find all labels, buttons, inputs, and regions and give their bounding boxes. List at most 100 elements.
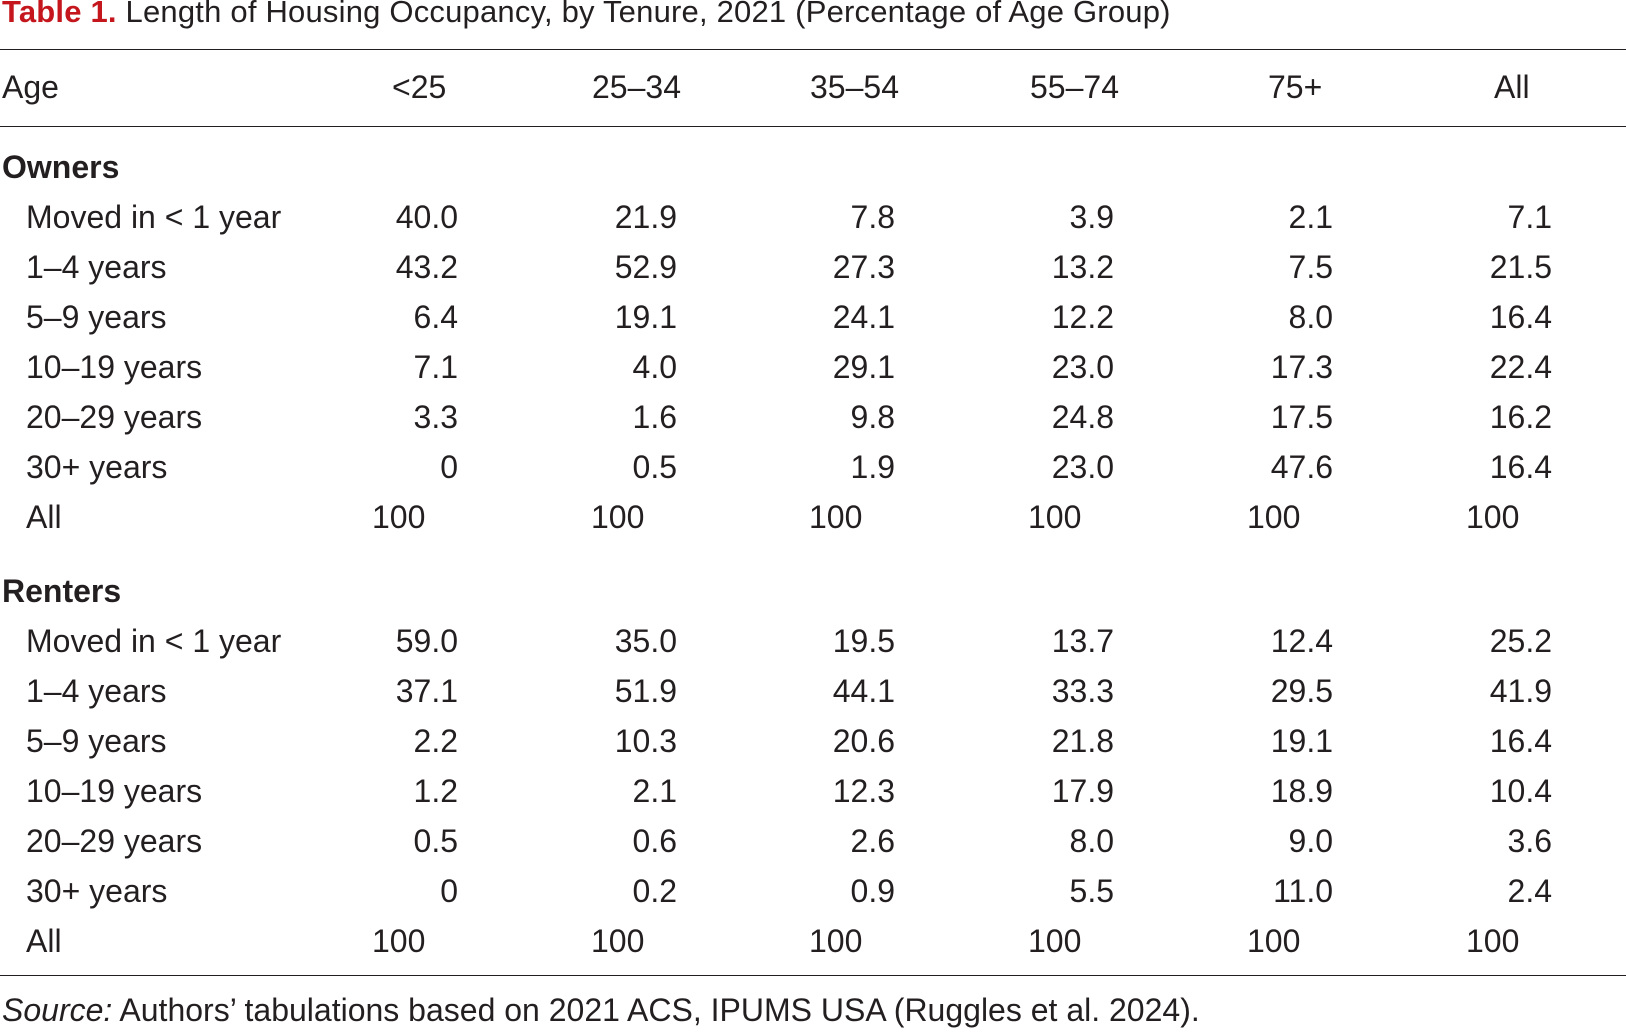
table-cell: 18.9 <box>1270 773 1333 809</box>
table-cell: 16.4 <box>1489 449 1552 485</box>
table-cell: 23.0 <box>1051 449 1114 485</box>
table-cell: 0.6 <box>632 823 677 859</box>
table-cell: 1.2 <box>413 773 458 809</box>
row-label: 20–29 years <box>26 399 203 435</box>
table-cell: 19.1 <box>614 299 677 335</box>
table-cell: 21.9 <box>614 199 677 235</box>
table-cell: 27.3 <box>832 249 895 285</box>
table-cell: 9.8 <box>850 399 895 435</box>
table-cell: 3.6 <box>1507 823 1552 859</box>
table-cell: 19.1 <box>1270 723 1333 759</box>
table-cell: 43.2 <box>395 249 458 285</box>
source-note: Source: Authors’ tabulations based on 20… <box>2 990 1200 1030</box>
table-cell-total: 100 <box>591 923 645 959</box>
bottom-rule <box>0 975 1626 976</box>
row-label: 5–9 years <box>26 723 167 759</box>
table-cell: 20.6 <box>832 723 895 759</box>
table-cell: 41.9 <box>1489 673 1552 709</box>
table-cell-total: 100 <box>1466 499 1520 535</box>
table-cell: 2.4 <box>1507 873 1552 909</box>
table-cell: 0.5 <box>632 449 677 485</box>
table-cell: 29.1 <box>832 349 895 385</box>
table-cell: 7.1 <box>1507 199 1552 235</box>
table-cell: 1.9 <box>850 449 895 485</box>
table-cell: 23.0 <box>1051 349 1114 385</box>
table-cell: 33.3 <box>1051 673 1114 709</box>
table-cell-total: 100 <box>372 499 426 535</box>
table-cell: 47.6 <box>1270 449 1333 485</box>
table-cell: 10.4 <box>1489 773 1552 809</box>
table-cell: 1.6 <box>632 399 677 435</box>
table-cell-total: 100 <box>1247 499 1301 535</box>
row-label: 10–19 years <box>26 773 203 809</box>
header-col-under-25: <25 <box>392 69 447 105</box>
table-cell-total: 100 <box>1247 923 1301 959</box>
table-cell: 12.2 <box>1051 299 1114 335</box>
section-heading-renters: Renters <box>2 573 122 609</box>
table-cell: 3.9 <box>1069 199 1114 235</box>
row-label: 1–4 years <box>26 249 167 285</box>
table-cell: 3.3 <box>413 399 458 435</box>
table-cell: 7.1 <box>413 349 458 385</box>
top-rule <box>0 49 1626 50</box>
source-label: Source: <box>2 992 113 1028</box>
table-cell: 24.8 <box>1051 399 1114 435</box>
table-cell: 5.5 <box>1069 873 1114 909</box>
table-cell: 37.1 <box>395 673 458 709</box>
table-cell: 12.3 <box>832 773 895 809</box>
header-rule <box>0 126 1626 127</box>
table-cell: 2.2 <box>413 723 458 759</box>
table-cell: 19.5 <box>832 623 895 659</box>
section-heading-owners: Owners <box>2 149 120 185</box>
table-cell: 51.9 <box>614 673 677 709</box>
row-label: 30+ years <box>26 449 168 485</box>
table-cell: 0 <box>440 873 458 909</box>
table-cell-total: 100 <box>809 923 863 959</box>
table-cell: 21.5 <box>1489 249 1552 285</box>
row-label-total: All <box>26 499 62 535</box>
table-cell: 40.0 <box>395 199 458 235</box>
table-cell: 11.0 <box>1273 873 1333 909</box>
table-cell: 9.0 <box>1288 823 1333 859</box>
table-number-label: Table 1. <box>2 0 117 29</box>
row-label: 30+ years <box>26 873 168 909</box>
table-cell-total: 100 <box>591 499 645 535</box>
table-cell: 44.1 <box>832 673 895 709</box>
header-col-all: All <box>1494 69 1530 105</box>
table-cell: 13.2 <box>1051 249 1114 285</box>
table-cell: 0.5 <box>413 823 458 859</box>
row-label-total: All <box>26 923 62 959</box>
table-title: Table 1. Length of Housing Occupancy, by… <box>2 0 1171 30</box>
header-col-35-54: 35–54 <box>810 69 899 105</box>
table-cell: 2.1 <box>632 773 677 809</box>
table-cell: 22.4 <box>1489 349 1552 385</box>
table-cell: 17.9 <box>1051 773 1114 809</box>
row-label: Moved in < 1 year <box>26 623 282 659</box>
table-cell: 16.2 <box>1489 399 1552 435</box>
table-cell-total: 100 <box>1028 499 1082 535</box>
table-cell: 29.5 <box>1270 673 1333 709</box>
table-cell-total: 100 <box>1028 923 1082 959</box>
table-cell-total: 100 <box>1466 923 1520 959</box>
table-cell: 6.4 <box>413 299 458 335</box>
header-row-label: Age <box>2 69 59 105</box>
table-cell: 10.3 <box>614 723 677 759</box>
row-label: 5–9 years <box>26 299 167 335</box>
table-cell-total: 100 <box>372 923 426 959</box>
row-label: Moved in < 1 year <box>26 199 282 235</box>
table-cell: 0.9 <box>850 873 895 909</box>
row-label: 1–4 years <box>26 673 167 709</box>
table-cell: 0.2 <box>632 873 677 909</box>
table-cell: 13.7 <box>1051 623 1114 659</box>
header-col-55-74: 55–74 <box>1030 69 1119 105</box>
table-cell: 2.6 <box>850 823 895 859</box>
table-cell: 16.4 <box>1489 299 1552 335</box>
table-cell: 0 <box>440 449 458 485</box>
table-cell: 7.5 <box>1288 249 1333 285</box>
table-cell: 2.1 <box>1288 199 1333 235</box>
header-col-25-34: 25–34 <box>592 69 681 105</box>
table-cell: 8.0 <box>1069 823 1114 859</box>
table-cell: 17.3 <box>1270 349 1333 385</box>
table-cell: 52.9 <box>614 249 677 285</box>
table-title-text: Length of Housing Occupancy, by Tenure, … <box>116 0 1171 29</box>
